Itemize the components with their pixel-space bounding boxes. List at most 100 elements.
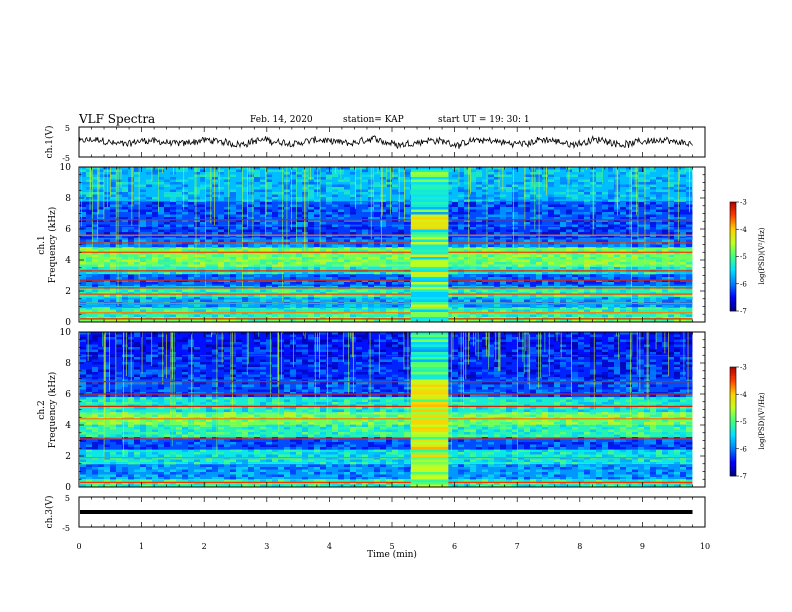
ch2-spectrogram-cell	[86, 467, 92, 470]
ch2-spectrogram-cell	[626, 474, 632, 477]
ch1-spectrogram-cell	[506, 314, 512, 317]
ch1-spectrogram-cell	[470, 227, 476, 230]
ch1-spectrogram-cell	[524, 194, 530, 197]
ch1-spectrogram-cell	[470, 304, 476, 307]
ch1-spectrogram-cell	[650, 304, 656, 307]
ch2-spectrogram-cell	[530, 459, 536, 462]
ch1-spectrogram-cell	[620, 229, 626, 232]
ch1-spectrogram-cell	[632, 244, 638, 247]
ch1-spectrogram-cell	[296, 222, 302, 225]
ch2-spectrogram-cell	[584, 442, 590, 445]
ch1-spectrogram-cell	[338, 179, 344, 182]
ch1-spectrogram-cell	[194, 274, 200, 277]
ch1-spectrogram-cell	[596, 227, 602, 230]
ch1-spectrogram-cell	[332, 317, 338, 320]
ch2-spectrogram-cell	[332, 474, 338, 477]
ch1-spectrogram-cell	[638, 184, 644, 187]
ch1-spectrogram-burst-cell	[410, 177, 449, 180]
ch1-spectrogram-cell	[404, 174, 410, 177]
ch2-spectrogram-cell	[92, 442, 98, 445]
ch1-spectrogram-cell	[338, 187, 344, 190]
ch2-spectrogram-cell	[218, 444, 224, 447]
ch1-spectrogram-cell	[350, 249, 356, 252]
ch1-spectrogram-cell	[686, 247, 692, 250]
ch1-waveform-ytick-bottom: -5	[62, 154, 70, 163]
ch1-spectrogram-cell	[308, 204, 314, 207]
ch1-spectrogram-cell	[200, 209, 206, 212]
ch1-spectrogram-cell	[356, 262, 362, 265]
ch2-spectrogram-cell	[470, 434, 476, 437]
ch2-spectrogram-cell	[272, 449, 278, 452]
ch1-spectrogram-cell	[548, 252, 554, 255]
ch1-spectrogram-cell	[158, 207, 164, 210]
ch2-spectrogram-cell	[104, 444, 110, 447]
ch1-spectrogram-cell	[116, 169, 122, 172]
ch1-spectrogram-cell	[482, 217, 488, 220]
ch2-spectrogram-cell	[362, 427, 368, 430]
ch2-spectrogram-cell	[362, 477, 368, 480]
ch1-spectrogram-cell	[182, 262, 188, 265]
ch1-spectrogram-cell	[140, 284, 146, 287]
ch1-spectrogram-cell	[644, 179, 650, 182]
ch2-spectrogram-cell	[374, 432, 380, 435]
ch2-spectrogram-cell	[482, 459, 488, 462]
ch1-spectrogram-cell	[404, 207, 410, 210]
ch2-spectrogram-cell	[602, 467, 608, 470]
ch1-spectrogram-cell	[164, 232, 170, 235]
ch1-spectrogram-cell	[464, 244, 470, 247]
ch1-spectrogram-cell	[656, 282, 662, 285]
ch2-spectrogram-cell	[446, 442, 452, 445]
ch1-spectrogram-cell	[206, 174, 212, 177]
ch1-spectrogram-cell	[278, 292, 284, 295]
ch2-spectrogram-cell	[452, 464, 458, 467]
ch1-spectrogram-cell	[182, 167, 188, 170]
ch1-spectrogram-cell	[254, 257, 260, 260]
ch1-spectrogram-cell	[554, 304, 560, 307]
ch2-spectrogram-cell	[230, 437, 236, 440]
ch2-spectrogram-cell	[368, 439, 374, 442]
ch2-spectrogram-cell	[464, 479, 470, 482]
ch1-spectrogram-cell	[602, 309, 608, 312]
ch2-spectrogram-cell	[506, 462, 512, 465]
ch1-spectrogram-cell	[218, 289, 224, 292]
ch1-spectrogram-cell	[626, 202, 632, 205]
ch1-spectrogram-cell	[644, 187, 650, 190]
ch1-spectrogram-cell	[662, 294, 668, 297]
ch2-spectrogram-cell	[566, 477, 572, 480]
ch2-spectrogram-cell	[584, 469, 590, 472]
ch1-spectrogram-cell	[128, 232, 134, 235]
ch1-spectrogram-cell	[116, 292, 122, 295]
ch1-spectrogram-cell	[464, 227, 470, 230]
ch1-spectrogram-cell	[584, 262, 590, 265]
ch1-spectrogram-cell	[668, 252, 674, 255]
ch1-spectrogram-cell	[386, 262, 392, 265]
ch1-spectrogram-cell	[170, 194, 176, 197]
ch2-spectrogram-cell	[506, 439, 512, 442]
ch1-spectrogram-cell	[500, 267, 506, 270]
ch2-spectrogram-cell	[554, 469, 560, 472]
ch1-spectrogram-cell	[146, 209, 152, 212]
ch1-spectrogram-cell	[608, 167, 614, 170]
ch1-spectrogram-cell	[326, 177, 332, 180]
ch2-spectrogram-cell	[92, 444, 98, 447]
ch1-spectrogram-cell	[476, 262, 482, 265]
ch1-spectrogram-cell	[350, 229, 356, 232]
ch1-spectrogram-cell	[200, 272, 206, 275]
ch2-spectrogram-cell	[98, 437, 104, 440]
ch2-spectrogram-cell	[110, 477, 116, 480]
ch1-spectrogram-cell	[650, 184, 656, 187]
ch2-spectrogram-cell	[446, 427, 452, 430]
ch1-spectrogram-cell	[494, 232, 500, 235]
ch1-spectrogram-cell	[668, 294, 674, 297]
ch1-spectrogram-cell	[668, 202, 674, 205]
ch2-spectrogram-cell	[638, 434, 644, 437]
ch2-spectrogram-cell	[470, 482, 476, 485]
ch1-spectrogram-cell	[362, 189, 368, 192]
ch1-spectrogram-cell	[92, 212, 98, 215]
ch1-spectrogram-cell	[620, 317, 626, 320]
ch2-spectrogram-cell	[446, 477, 452, 480]
ch1-spectrogram-cell	[518, 264, 524, 267]
ch2-spectrogram-cell	[218, 452, 224, 455]
ch1-spectrogram-cell	[206, 207, 212, 210]
ch1-spectrogram-cell	[134, 232, 140, 235]
